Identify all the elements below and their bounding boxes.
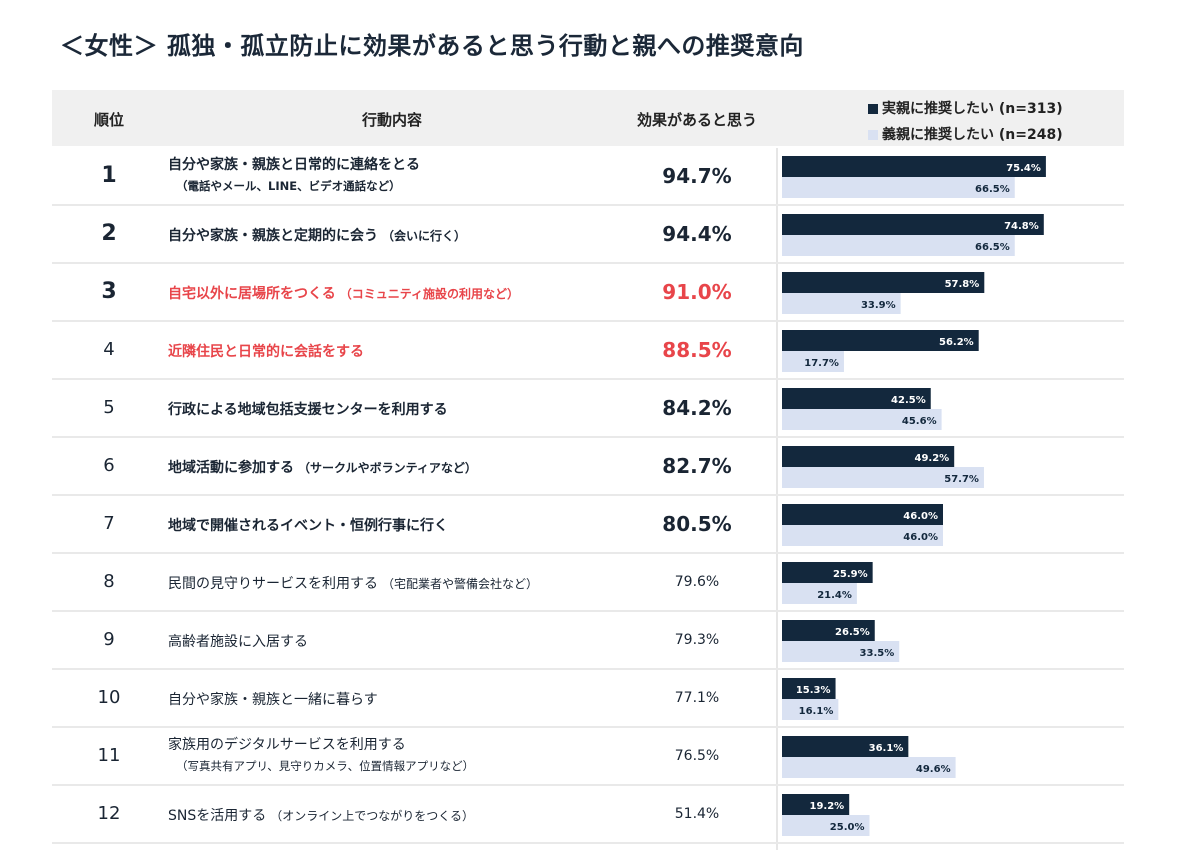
action-note: （コミュニティ施設の利用など） bbox=[339, 287, 520, 301]
effect-value: 79.3% bbox=[674, 632, 720, 648]
action-cell: 近隣住民と日常的に会話をする bbox=[168, 322, 618, 378]
legend-real-label: 実親に推奨したい (n=313) bbox=[882, 101, 1063, 117]
action-cell: 行政による地域包括支援センターを利用する bbox=[168, 380, 618, 436]
action-label: 民間の見守りサービスを利用する bbox=[168, 576, 378, 592]
header-effect: 効果があると思う bbox=[636, 111, 757, 129]
action-label-line: 自宅以外に居場所をつくる （コミュニティ施設の利用など） bbox=[168, 283, 519, 303]
legend-inlaw-label: 義親に推奨したい (n=248) bbox=[882, 127, 1063, 143]
action-sub-note: （写真共有アプリ、見守りカメラ、位置情報アプリなど） bbox=[176, 759, 475, 773]
legend-real: 実親に推奨したい (n=313) bbox=[868, 98, 1063, 118]
table-row: 7 地域で開催されるイベント・恒例行事に行く 80.5% bbox=[52, 496, 1124, 554]
action-note: （会いに行く） bbox=[382, 229, 467, 243]
rank-cell: 1 bbox=[101, 163, 117, 188]
legend-real-swatch bbox=[868, 104, 878, 114]
table-row: 8 民間の見守りサービスを利用する （宅配業者や警備会社など） 79.6% bbox=[52, 554, 1124, 612]
table-row: 2 自分や家族・親族と定期的に会う （会いに行く） 94.4% bbox=[52, 206, 1124, 264]
action-label: 地域で開催されるイベント・恒例行事に行く bbox=[168, 518, 448, 534]
action-cell: 家族用のデジタルサービスを利用する （写真共有アプリ、見守りカメラ、位置情報アプリ… bbox=[168, 728, 618, 784]
action-note: （宅配業者や警備会社など） bbox=[382, 577, 539, 591]
legend-inlaw: 義親に推奨したい (n=248) bbox=[868, 124, 1063, 144]
table-header: 順位 行動内容 効果があると思う 実親に推奨したい (n=313) 義親に推奨し… bbox=[52, 90, 1124, 146]
action-cell: 自分や家族・親族と日常的に連絡をとる （電話やメール、LINE、ビデオ通話など） bbox=[168, 148, 618, 204]
rank-cell: 4 bbox=[103, 339, 115, 360]
action-label-line: 行政による地域包括支援センターを利用する bbox=[168, 399, 448, 419]
action-label-line: 地域活動に参加する （サークルやボランティアなど） bbox=[168, 457, 477, 477]
rank-cell: 10 bbox=[97, 687, 121, 708]
effect-value: 80.5% bbox=[662, 512, 732, 536]
action-label: 自宅以外に居場所をつくる bbox=[168, 286, 336, 302]
action-cell: 自分や家族・親族と一緒に暮らす bbox=[168, 670, 618, 726]
table-row: 9 高齢者施設に入居する 79.3% bbox=[52, 612, 1124, 670]
action-sub-note: （電話やメール、LINE、ビデオ通話など） bbox=[176, 179, 401, 193]
action-cell: 地域で開催されるイベント・恒例行事に行く bbox=[168, 496, 618, 552]
rank-cell: 5 bbox=[103, 397, 115, 418]
page-title: ＜女性＞ 孤独・孤立防止に効果があると思う行動と親への推奨意向 bbox=[60, 32, 804, 60]
action-cell: 自宅以外に居場所をつくる （コミュニティ施設の利用など） bbox=[168, 264, 618, 320]
action-label: 自分や家族・親族と日常的に連絡をとる bbox=[168, 157, 420, 173]
rank-cell: 7 bbox=[103, 513, 115, 534]
action-label-line: 自分や家族・親族と一緒に暮らす bbox=[168, 689, 378, 709]
effect-value: 94.7% bbox=[662, 164, 732, 188]
table-row: 10 自分や家族・親族と一緒に暮らす 77.1% bbox=[52, 670, 1124, 728]
action-label: 高齢者施設に入居する bbox=[168, 634, 308, 650]
rank-cell: 11 bbox=[97, 745, 121, 766]
action-cell: 自分や家族・親族と定期的に会う （会いに行く） bbox=[168, 206, 618, 262]
rank-cell: 8 bbox=[103, 571, 115, 592]
action-note: （サークルやボランティアなど） bbox=[298, 461, 477, 475]
table-row: 3 自宅以外に居場所をつくる （コミュニティ施設の利用など） 91.0% bbox=[52, 264, 1124, 322]
table-row: 12 SNSを活用する （オンライン上でつながりをつくる） 51.4% bbox=[52, 786, 1124, 844]
table-row: 5 行政による地域包括支援センターを利用する 84.2% bbox=[52, 380, 1124, 438]
effect-value: 94.4% bbox=[662, 222, 732, 246]
header-action: 行動内容 bbox=[361, 111, 422, 129]
action-note: （オンライン上でつながりをつくる） bbox=[270, 809, 475, 823]
legend-inlaw-swatch bbox=[868, 130, 878, 140]
action-label: 家族用のデジタルサービスを利用する bbox=[168, 737, 406, 753]
effect-value: 76.5% bbox=[674, 748, 720, 764]
effect-value: 84.2% bbox=[662, 396, 732, 420]
effect-value: 82.7% bbox=[662, 454, 732, 478]
action-label: 自分や家族・親族と一緒に暮らす bbox=[168, 692, 378, 708]
action-label: 行政による地域包括支援センターを利用する bbox=[168, 402, 448, 418]
effect-value: 91.0% bbox=[662, 280, 732, 304]
rank-cell: 6 bbox=[103, 455, 115, 476]
rank-cell: 9 bbox=[103, 629, 115, 650]
action-label-line: SNSを活用する （オンライン上でつながりをつくる） bbox=[168, 805, 474, 825]
rank-cell: 2 bbox=[101, 221, 117, 246]
rank-cell: 12 bbox=[97, 803, 121, 824]
action-label-line: 地域で開催されるイベント・恒例行事に行く bbox=[168, 515, 448, 535]
header-rank: 順位 bbox=[93, 111, 124, 129]
effect-value: 51.4% bbox=[674, 806, 720, 822]
action-label-line: 自分や家族・親族と定期的に会う （会いに行く） bbox=[168, 225, 466, 245]
action-cell: 地域活動に参加する （サークルやボランティアなど） bbox=[168, 438, 618, 494]
action-label: 地域活動に参加する bbox=[168, 460, 294, 476]
action-label-line: 高齢者施設に入居する bbox=[168, 631, 308, 651]
table-row: 11 家族用のデジタルサービスを利用する （写真共有アプリ、見守りカメラ、位置情報ア… bbox=[52, 728, 1124, 786]
action-label-line: 民間の見守りサービスを利用する （宅配業者や警備会社など） bbox=[168, 573, 538, 593]
table-row: 6 地域活動に参加する （サークルやボランティアなど） 82.7% bbox=[52, 438, 1124, 496]
action-label-line: 自分や家族・親族と日常的に連絡をとる bbox=[168, 154, 420, 174]
action-label: SNSを活用する bbox=[168, 808, 267, 824]
table-row: 4 近隣住民と日常的に会話をする 88.5% bbox=[52, 322, 1124, 380]
rank-cell: 3 bbox=[101, 279, 117, 304]
effect-value: 77.1% bbox=[674, 690, 720, 706]
action-label: 自分や家族・親族と定期的に会う bbox=[168, 228, 378, 244]
action-label-line: 近隣住民と日常的に会話をする bbox=[168, 341, 364, 361]
table-row: 1 自分や家族・親族と日常的に連絡をとる （電話やメール、LINE、ビデオ通話など）… bbox=[52, 148, 1124, 206]
action-cell: SNSを活用する （オンライン上でつながりをつくる） bbox=[168, 786, 618, 842]
action-label-line: 家族用のデジタルサービスを利用する bbox=[168, 734, 406, 754]
action-cell: 高齢者施設に入居する bbox=[168, 612, 618, 668]
effect-value: 88.5% bbox=[662, 338, 732, 362]
action-cell: 民間の見守りサービスを利用する （宅配業者や警備会社など） bbox=[168, 554, 618, 610]
action-label: 近隣住民と日常的に会話をする bbox=[168, 344, 364, 360]
effect-value: 79.6% bbox=[674, 574, 720, 590]
column-divider bbox=[776, 148, 778, 850]
